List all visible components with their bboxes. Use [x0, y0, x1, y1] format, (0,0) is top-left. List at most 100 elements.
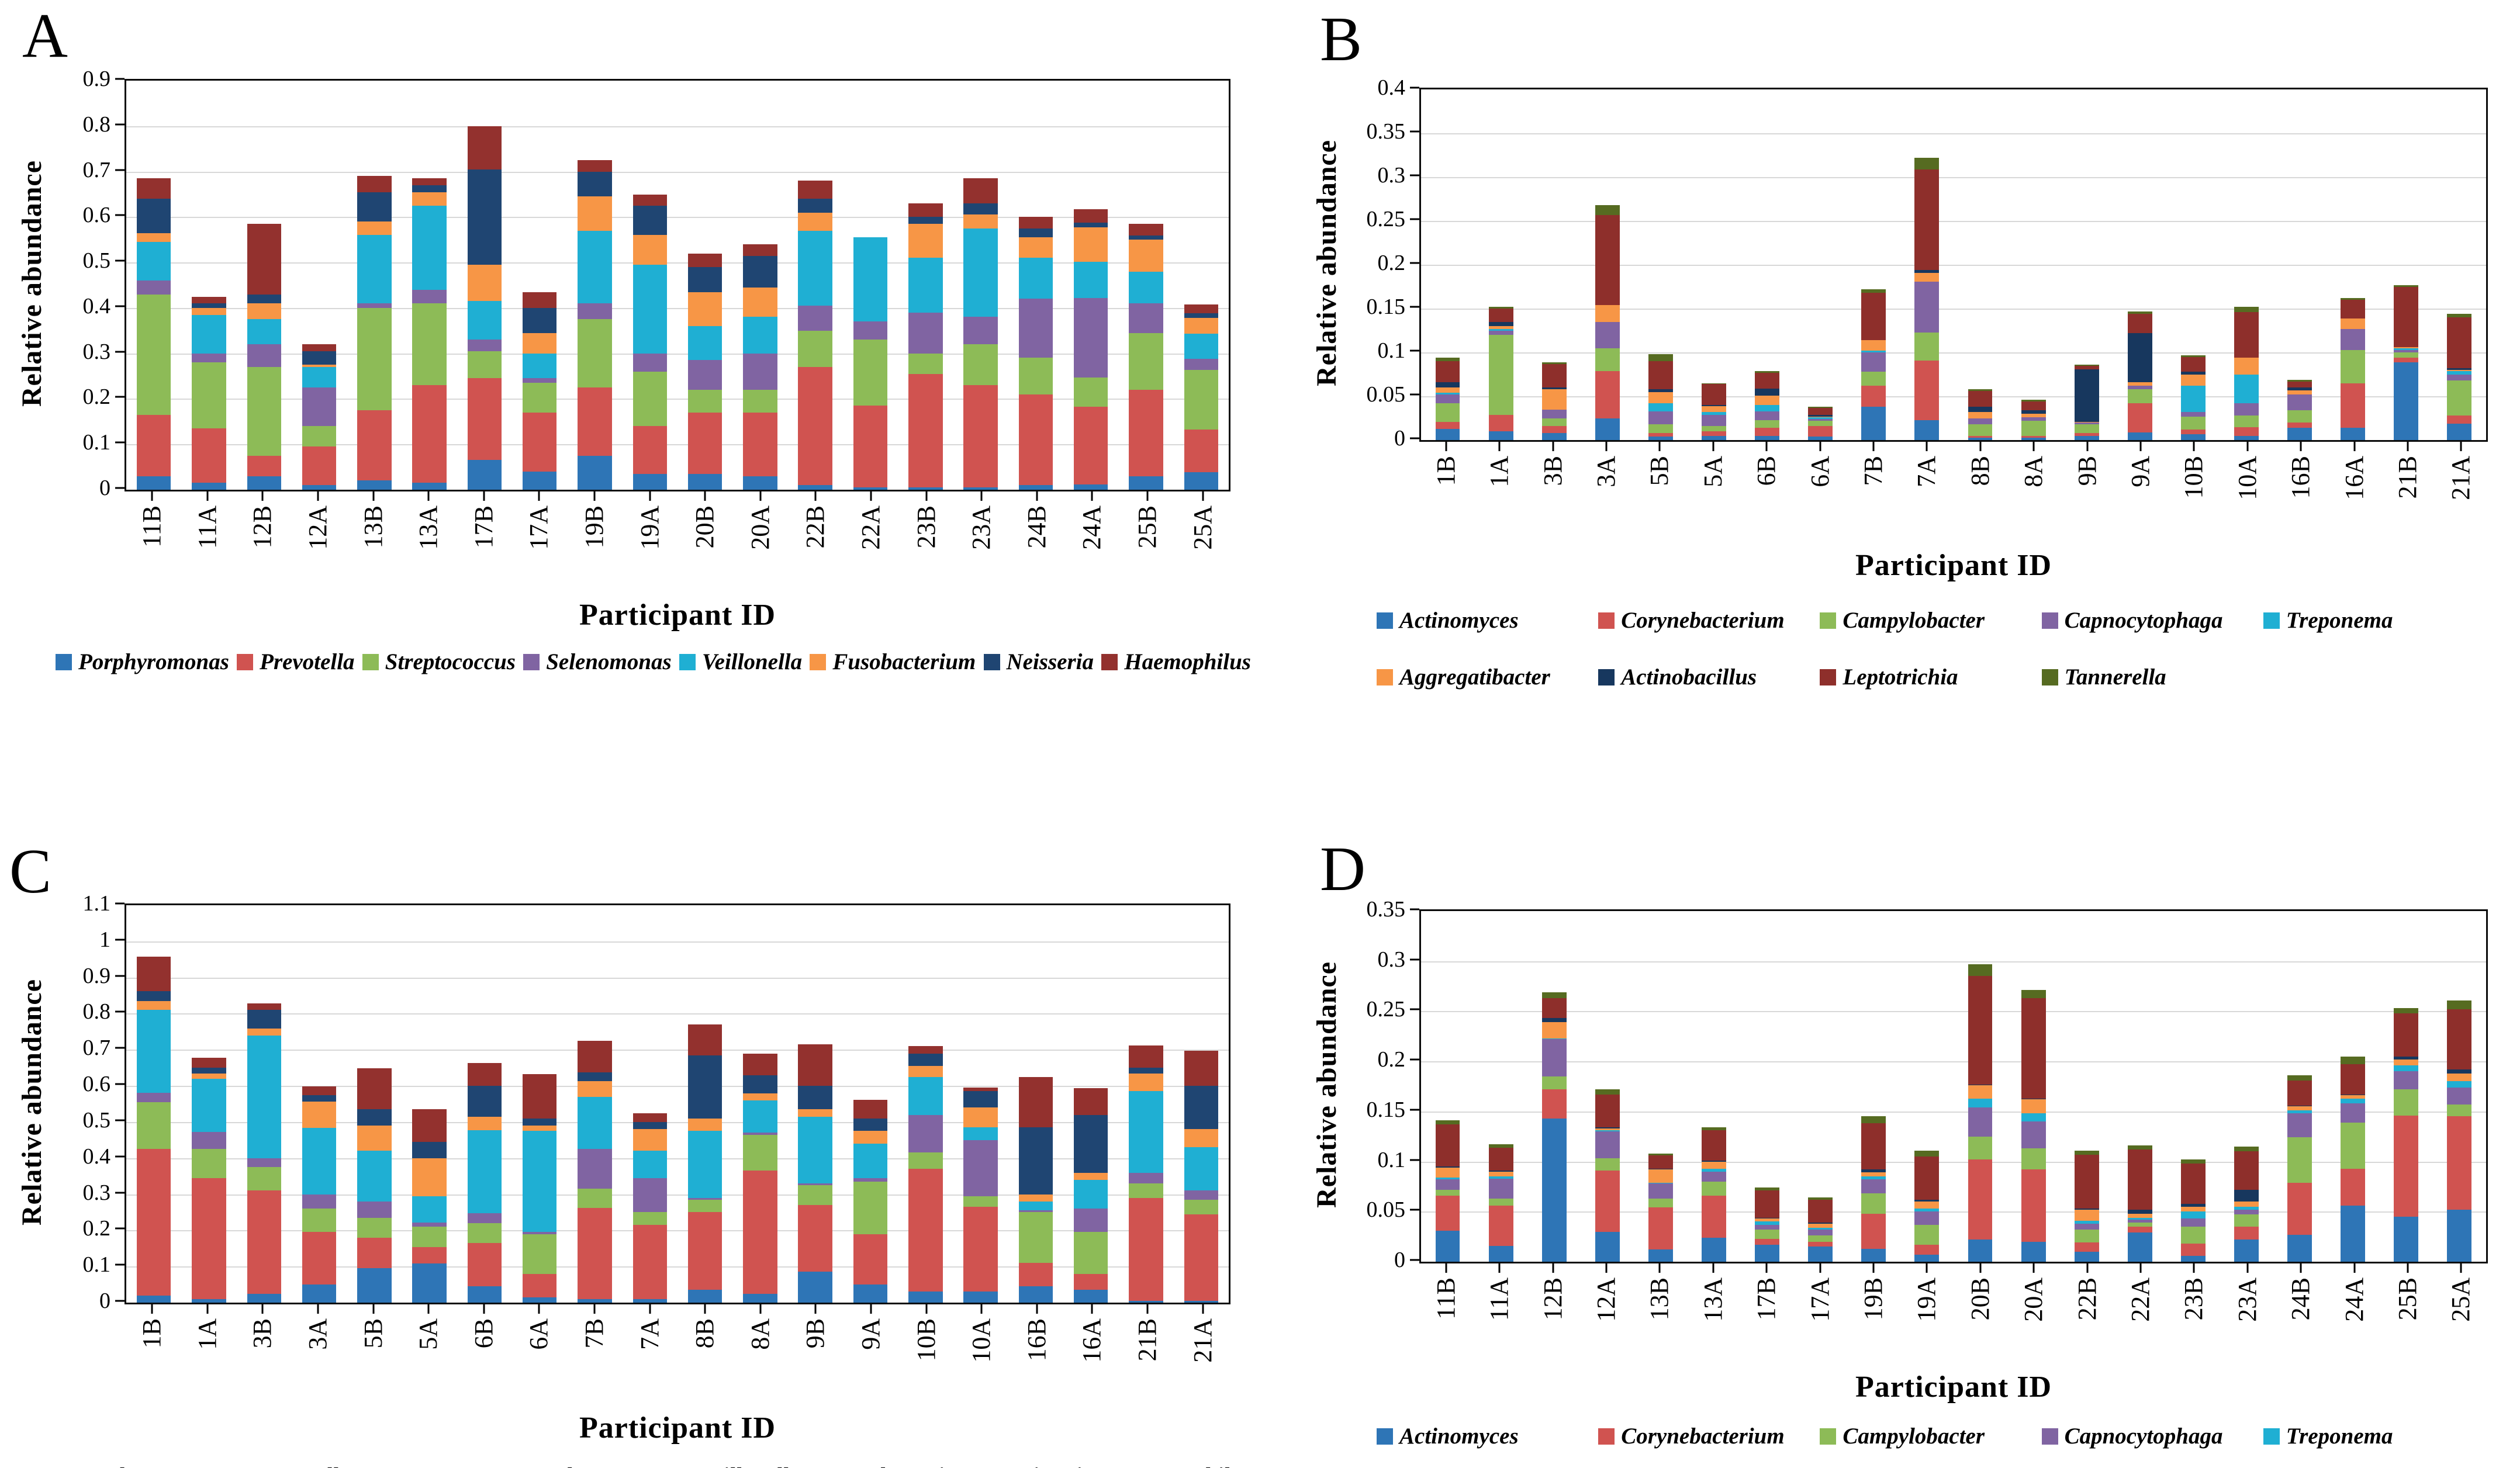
- bar-segment-Tannerella: [1968, 389, 1993, 392]
- bar-segment-Aggregatibacter: [2021, 1099, 2046, 1114]
- x-tick-label: 21B: [2393, 456, 2422, 499]
- bar-segment-Corynebacterium: [1488, 1206, 1513, 1246]
- bar-segment-Actinobacillus: [1702, 405, 1726, 406]
- bar-segment-Campylobacter: [1488, 1199, 1513, 1206]
- legend-label: Treponema: [2286, 608, 2393, 633]
- bar-segment-Neisseria: [412, 185, 447, 192]
- bar-segment-Veillonella: [247, 319, 281, 345]
- x-label-slot: 16A: [2328, 442, 2381, 540]
- legend-swatch: [1377, 1428, 1393, 1445]
- x-tick-mark: [206, 1304, 209, 1314]
- bar-segment-Actinobacillus: [1861, 1169, 1886, 1173]
- bar-segment-Aggregatibacter: [1648, 1169, 1673, 1183]
- x-tick-mark: [1552, 442, 1554, 451]
- bar-segment-Streptococcus: [1073, 1232, 1108, 1274]
- x-tick-label: 9A: [2125, 456, 2155, 487]
- bar-segment-Streptococcus: [1018, 358, 1053, 394]
- y-tick-label: 0.05: [1366, 1197, 1406, 1223]
- y-tick-label: 0.6: [82, 1072, 111, 1097]
- x-label-slot: 6B: [457, 1304, 512, 1403]
- stacked-bar-13A: [412, 81, 447, 490]
- bar-segment-Leptotrichia: [1595, 214, 1620, 305]
- bar-segment-Veillonella: [302, 367, 337, 388]
- bar-segment-Fusobacterium: [247, 1029, 281, 1036]
- legend-swatch: [679, 653, 696, 670]
- bar-segment-Selenomonas: [1129, 303, 1163, 333]
- bar-segment-Actinomyces: [2021, 437, 2046, 440]
- y-tick-mark: [115, 1300, 125, 1302]
- legend-label: Capnocytophaga: [2064, 1424, 2223, 1449]
- bar-segment-Campylobacter: [1595, 348, 1620, 371]
- bar-segment-Selenomonas: [963, 1140, 998, 1196]
- gridline: [126, 1158, 1229, 1159]
- bar-segment-Corynebacterium: [2341, 383, 2366, 428]
- bar-segment-Streptococcus: [1184, 370, 1219, 430]
- bar-segment-Tannerella: [1488, 1144, 1513, 1148]
- x-tick-mark: [1445, 1263, 1447, 1273]
- bar-segment-Actinobacillus: [1488, 1171, 1513, 1172]
- bar-segment-Tannerella: [2180, 1159, 2206, 1164]
- legend-swatch: [523, 653, 540, 670]
- stacked-bar-20A: [2021, 911, 2046, 1262]
- y-tick-label: 0.25: [1366, 997, 1406, 1022]
- legend-label: Capnocytophaga: [2064, 608, 2223, 633]
- bar-segment-Campylobacter: [2180, 1227, 2206, 1244]
- x-label-slot: 24B: [2274, 1263, 2328, 1362]
- x-tick-label: 20B: [690, 506, 720, 549]
- bar-segment-Prevotella: [192, 1178, 226, 1299]
- bar-segment-Actinobacillus: [2074, 1209, 2099, 1210]
- legend-swatch: [237, 653, 254, 670]
- stacked-bar-24A: [1073, 81, 1108, 490]
- bar-segment-Prevotella: [798, 1205, 832, 1272]
- bar-segment-Capnocytophaga: [1435, 1179, 1460, 1190]
- bar-segment-Streptococcus: [412, 303, 447, 386]
- bar-segment-Aggregatibacter: [2341, 318, 2366, 329]
- bar-segment-Porphyromonas: [853, 1284, 888, 1303]
- bar-segment-Capnocytophaga: [2447, 1087, 2472, 1105]
- stacked-bar-9B: [2074, 89, 2099, 440]
- x-tick-mark: [2246, 1263, 2249, 1273]
- bar-segment-Tannerella: [1488, 307, 1513, 309]
- x-tick-label: 6B: [1752, 456, 1781, 486]
- bar-segment-Haemophilus: [357, 1068, 392, 1110]
- bar-segment-Selenomonas: [743, 1133, 777, 1135]
- bar-segment-Actinomyces: [2394, 362, 2419, 440]
- stacked-bar-7A: [1914, 89, 1940, 440]
- bar-segment-Veillonella: [1018, 1201, 1053, 1211]
- x-label-slot: 12B: [1526, 1263, 1579, 1362]
- bar-segment-Treponema: [1488, 1176, 1513, 1179]
- legend-item-Actinomyces: Actinomyces: [1377, 607, 1598, 633]
- legend-item-Campylobacter: Campylobacter: [1820, 607, 2041, 633]
- bar-slot: [2433, 89, 2486, 440]
- bar-segment-Haemophilus: [743, 1053, 777, 1075]
- bar-segment-Campylobacter: [2447, 1104, 2472, 1117]
- bar-slot: [788, 905, 843, 1303]
- bar-slot: [126, 81, 181, 490]
- x-label-slot: 9A: [844, 1304, 899, 1403]
- gridline: [126, 1194, 1229, 1196]
- y-tick-mark: [115, 1263, 125, 1266]
- x-tick-mark: [1146, 1304, 1149, 1314]
- x-tick-mark: [1036, 1304, 1038, 1314]
- bar-slot: [1741, 911, 1794, 1262]
- bar-segment-Capnocytophaga: [1435, 394, 1460, 403]
- y-tick-mark: [1410, 130, 1419, 133]
- bar-segment-Actinomyces: [1435, 1230, 1460, 1262]
- bar-slot: [567, 81, 622, 490]
- x-label-slot: 8A: [733, 1304, 789, 1403]
- bar-segment-Haemophilus: [963, 178, 998, 204]
- bar-segment-Neisseria: [743, 1075, 777, 1093]
- bar-segment-Streptococcus: [632, 1212, 668, 1225]
- bar-segment-Neisseria: [247, 294, 281, 304]
- bar-segment-Neisseria: [687, 266, 723, 292]
- bar-segment-Leptotrichia: [2127, 1150, 2152, 1210]
- bar-segment-Capnocytophaga: [1755, 1224, 1780, 1230]
- bar-segment-Haemophilus: [467, 1063, 502, 1086]
- x-label-slot: 6A: [1793, 442, 1847, 540]
- bar-slot: [1794, 89, 1847, 440]
- legend-label: Neisseria: [1005, 1463, 1093, 1468]
- bar-segment-Haemophilus: [467, 126, 502, 169]
- bar-segment-Aggregatibacter: [1755, 1218, 1780, 1222]
- bar-segment-Treponema: [1755, 405, 1780, 411]
- legend-swatch: [810, 653, 827, 670]
